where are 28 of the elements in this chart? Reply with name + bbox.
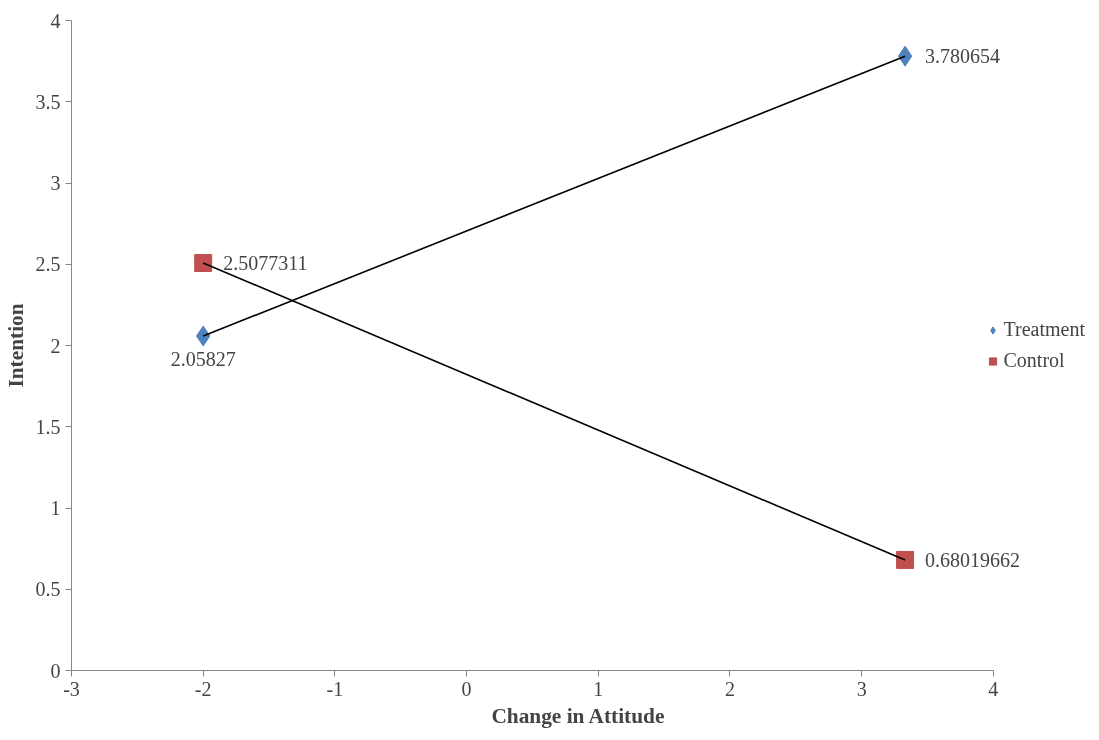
x-tick-label: 4 <box>988 677 999 700</box>
x-axis-title: Change in Attitude <box>491 703 665 728</box>
x-tick-label: -3 <box>63 677 80 700</box>
y-tick-label: 0 <box>50 659 61 682</box>
y-tick-label: 1.5 <box>35 415 61 438</box>
y-tick-label: 3.5 <box>35 90 61 113</box>
y-tick-label: 3 <box>50 172 61 194</box>
point <box>896 550 915 569</box>
legend-label: Control <box>1003 349 1065 372</box>
x-tick-label: 0 <box>461 677 472 700</box>
data-label: 2.5077311 <box>223 251 308 274</box>
x-tick-label: 2 <box>724 677 735 700</box>
point <box>897 45 913 67</box>
data-label: 3.780654 <box>925 45 1001 68</box>
legend-label: Treatment <box>1003 318 1085 341</box>
y-tick-label: 4 <box>50 9 61 32</box>
x-tick-label: -1 <box>326 677 344 700</box>
data-label: 0.68019662 <box>925 548 1021 571</box>
x-tick-label: 3 <box>856 677 867 700</box>
y-tick-label: 2.5 <box>35 253 61 276</box>
y-tick-label: 0.5 <box>35 578 61 601</box>
y-tick-label: 2 <box>50 334 61 357</box>
data-label: 2.05827 <box>170 348 236 371</box>
point <box>194 253 213 272</box>
x-tick-label: 1 <box>593 677 604 700</box>
x-tick-label: -2 <box>194 677 212 700</box>
y-axis-title: Intention <box>3 303 28 388</box>
y-tick-label: 1 <box>50 497 61 519</box>
